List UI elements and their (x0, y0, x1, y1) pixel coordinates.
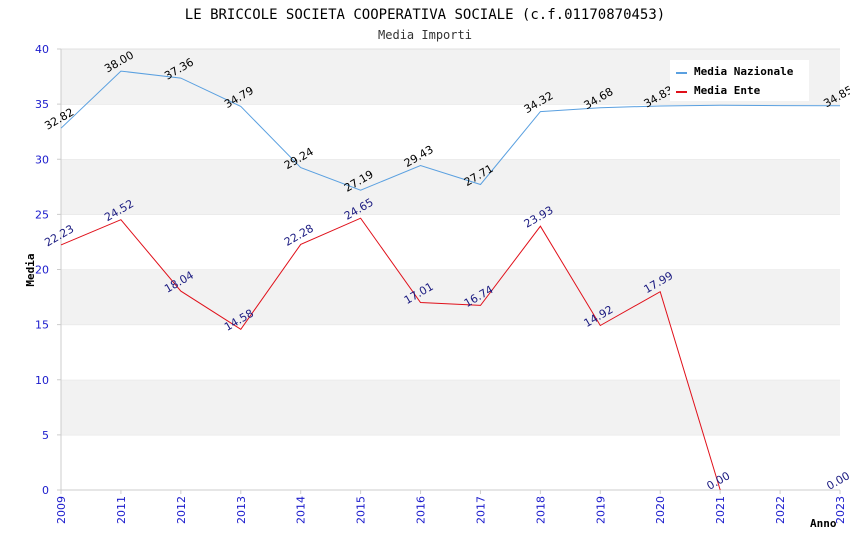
x-tick-label: 2023 (834, 496, 847, 524)
x-tick-label: 2017 (474, 496, 487, 524)
series-line-media-nazionale (60, 70, 841, 191)
chart-title: LE BRICCOLE SOCIETA COOPERATIVA SOCIALE … (185, 7, 665, 23)
y-tick-label: 15 (35, 319, 49, 332)
y-tick-labels: 0 5 10 15 20 25 30 35 40 (35, 43, 61, 497)
x-tick-label: 2014 (295, 496, 308, 524)
y-axis-label: Media (24, 253, 37, 286)
grid-band (61, 214, 840, 270)
legend-entry: Media Ente (694, 84, 761, 97)
x-tick-label: 2022 (774, 496, 787, 524)
legend: Media Nazionale Media Ente (670, 60, 809, 101)
legend-box (670, 60, 809, 101)
x-tick-label: 2021 (714, 496, 727, 524)
y-tick-label: 25 (35, 208, 49, 221)
y-tick-label: 20 (35, 264, 49, 277)
x-axis-label: Anno (810, 517, 837, 530)
chart-subtitle: Media Importi (378, 28, 472, 42)
x-tick-label: 2020 (654, 496, 667, 524)
legend-entry: Media Nazionale (694, 65, 794, 78)
y-tick-label: 10 (35, 374, 49, 387)
y-tick-label: 0 (42, 484, 49, 497)
grid-band (61, 379, 840, 435)
y-tick-label: 5 (42, 429, 49, 442)
x-tick-labels: 2009 2011 2012 2013 2014 2015 2016 2017 2018 2019… (55, 490, 847, 524)
x-tick-label: 2012 (175, 496, 188, 524)
grid-band (61, 324, 840, 380)
x-tick-label: 2009 (55, 496, 68, 524)
y-tick-label: 35 (35, 98, 49, 111)
series-lines (60, 70, 841, 491)
x-tick-label: 2013 (235, 496, 248, 524)
x-tick-label: 2011 (115, 496, 128, 524)
grid-bands (61, 48, 840, 490)
x-tick-label: 2015 (355, 496, 368, 524)
x-tick-label: 2018 (534, 496, 547, 524)
series-line-media-ente (60, 217, 721, 491)
grid-band (61, 159, 840, 215)
x-tick-label: 2016 (415, 496, 428, 524)
x-tick-label: 2019 (594, 496, 607, 524)
y-tick-label: 40 (35, 43, 49, 56)
grid-band (61, 434, 840, 490)
y-tick-label: 30 (35, 153, 49, 166)
grid-band (61, 104, 840, 160)
